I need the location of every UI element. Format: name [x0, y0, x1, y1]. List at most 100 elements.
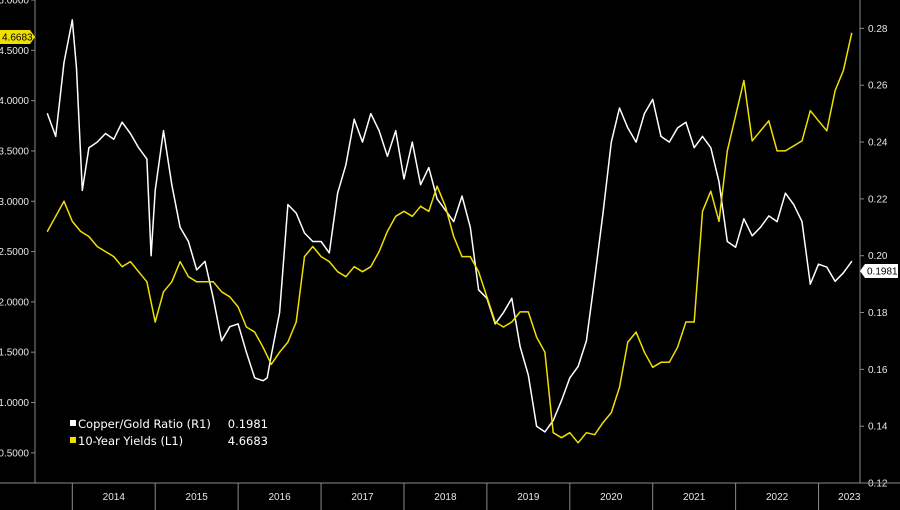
data-point	[386, 230, 388, 233]
data-point	[81, 189, 83, 191]
legend-series-name: 10-Year Yields (L1)	[78, 434, 183, 448]
x-tick-label: 2019	[517, 492, 540, 503]
data-point	[138, 147, 140, 149]
data-point	[196, 269, 198, 271]
data-point	[809, 283, 811, 285]
data-point	[685, 121, 687, 123]
data-point	[212, 297, 214, 299]
data-point	[461, 195, 463, 197]
last-value-tags: 4.6683 0.1981	[0, 30, 898, 278]
data-point	[519, 311, 521, 313]
data-point	[419, 205, 422, 207]
data-point	[245, 326, 248, 328]
data-point	[469, 255, 471, 258]
data-point	[428, 167, 430, 169]
data-point	[676, 127, 679, 129]
data-point	[179, 261, 181, 263]
data-point	[834, 280, 836, 282]
right-last-value-tag	[860, 264, 898, 278]
x-tick-label: 2014	[103, 492, 126, 503]
data-point	[138, 271, 140, 273]
data-point	[320, 240, 322, 243]
data-point	[113, 255, 115, 258]
data-point	[768, 215, 770, 217]
left-tick-label: 1.0000	[0, 398, 29, 409]
data-point	[527, 311, 529, 313]
data-point	[801, 140, 803, 142]
data-point	[63, 61, 65, 64]
data-point	[735, 246, 737, 248]
data-point	[146, 281, 148, 283]
data-point	[585, 432, 587, 434]
data-point	[502, 311, 505, 314]
legend-series-value: 0.1981	[228, 417, 268, 431]
data-point	[204, 281, 206, 283]
data-point	[759, 130, 762, 132]
right-tick-label: 0.20	[868, 251, 888, 262]
data-point	[618, 107, 621, 109]
data-point	[577, 442, 579, 444]
data-point	[726, 240, 728, 243]
data-point	[436, 185, 438, 187]
data-point	[121, 121, 123, 123]
data-point	[560, 400, 563, 402]
data-point	[295, 321, 297, 323]
data-point	[104, 250, 107, 253]
data-point	[96, 141, 98, 143]
data-point	[718, 181, 720, 183]
right-tick-label: 0.24	[868, 138, 888, 149]
data-point	[361, 141, 364, 143]
data-point	[154, 189, 156, 191]
data-point	[436, 198, 438, 200]
data-point	[842, 69, 845, 72]
data-point	[146, 158, 148, 160]
data-point	[602, 422, 604, 424]
data-point	[635, 141, 637, 143]
data-point	[768, 120, 770, 122]
legend-series-value: 4.6683	[228, 434, 268, 448]
data-point	[104, 132, 107, 135]
data-point	[395, 130, 397, 132]
data-point	[784, 192, 786, 194]
data-point	[477, 289, 480, 291]
data-point	[585, 340, 587, 342]
series-line-10y-yields	[46, 33, 853, 444]
data-point	[71, 19, 73, 21]
data-point	[536, 425, 538, 427]
data-point	[395, 215, 397, 217]
data-point	[569, 432, 571, 434]
left-last-value-text: 4.6683	[2, 33, 33, 44]
data-point	[477, 271, 480, 273]
data-point	[370, 266, 372, 268]
data-point	[544, 431, 546, 433]
data-point	[63, 200, 65, 202]
data-point	[312, 245, 314, 248]
data-point	[643, 351, 646, 353]
data-point	[345, 164, 347, 166]
data-point	[171, 184, 173, 186]
data-point	[453, 221, 455, 223]
data-point	[486, 296, 488, 298]
data-point	[544, 351, 546, 353]
data-point	[229, 326, 231, 328]
data-point	[660, 361, 662, 363]
data-point	[793, 145, 795, 147]
data-point	[337, 271, 339, 273]
data-point	[569, 377, 571, 379]
legend-swatch	[70, 437, 76, 443]
left-axis: 5.0000 4.5000 4.0000 3.5000 3.0000 2.5000 2.00…	[0, 0, 36, 483]
right-tick-label: 0.26	[868, 81, 888, 92]
data-point	[80, 230, 82, 233]
data-point	[187, 276, 189, 278]
data-point	[817, 263, 820, 265]
data-point	[660, 135, 662, 137]
data-point	[685, 321, 687, 323]
data-point	[287, 203, 289, 206]
data-point	[71, 220, 73, 222]
data-point	[602, 212, 604, 214]
data-point	[527, 374, 529, 376]
left-tick-label: 4.0000	[0, 96, 29, 107]
data-point	[594, 434, 596, 436]
data-point	[220, 291, 223, 293]
